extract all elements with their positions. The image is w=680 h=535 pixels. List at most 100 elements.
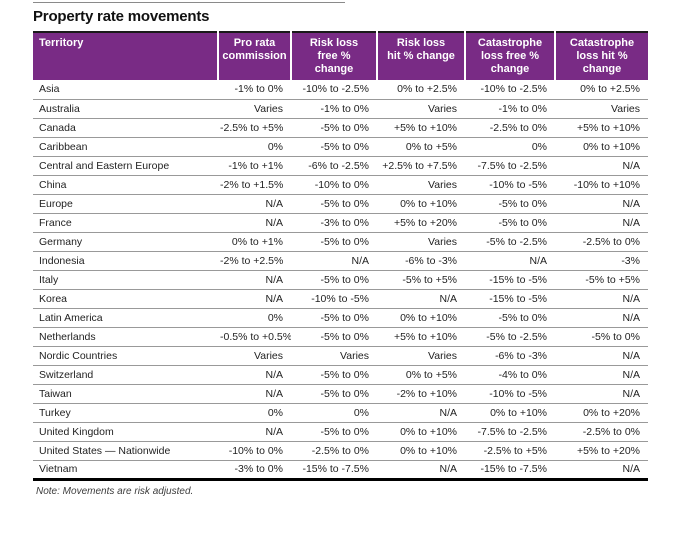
value-cell: -5% to -2.5% [465, 327, 555, 347]
value-cell: 0% to +10% [377, 441, 465, 461]
value-cell: N/A [555, 156, 648, 176]
value-cell: -5% to 0% [291, 422, 377, 442]
value-cell: N/A [218, 422, 291, 442]
table-row-turkey: Turkey 0% 0% N/A 0% to +10% 0% to +20% [33, 403, 648, 423]
value-cell: -2% to +10% [377, 384, 465, 404]
value-cell: -5% to 0% [291, 270, 377, 290]
value-cell: -7.5% to -2.5% [465, 422, 555, 442]
value-cell: N/A [465, 251, 555, 271]
value-cell: 0% [218, 403, 291, 423]
territory-cell: Caribbean [33, 137, 218, 157]
territory-cell: Indonesia [33, 251, 218, 271]
value-cell: +2.5% to +7.5% [377, 156, 465, 176]
report-page: Property rate movements Territory Pro rat… [33, 2, 648, 497]
value-cell: -5% to 0% [291, 384, 377, 404]
value-cell: 0% to +20% [555, 403, 648, 423]
value-cell: -5% to 0% [291, 194, 377, 214]
value-cell: -15% to -5% [465, 289, 555, 309]
value-cell: -10% to 0% [291, 175, 377, 195]
value-cell: -15% to -7.5% [291, 460, 377, 481]
table-row-united-kingdom: United Kingdom N/A -5% to 0% 0% to +10% -7.5… [33, 422, 648, 442]
table-row-canada: Canada -2.5% to +5% -5% to 0% +5% to +10% -2… [33, 118, 648, 138]
value-cell: Varies [377, 232, 465, 252]
value-cell: 0% [291, 403, 377, 423]
value-cell: -5% to 0% [465, 213, 555, 233]
value-cell: -5% to 0% [291, 137, 377, 157]
value-cell: -15% to -7.5% [465, 460, 555, 481]
value-cell: -1% to 0% [218, 80, 291, 100]
value-cell: -3% to 0% [218, 460, 291, 481]
value-cell: 0% to +10% [377, 308, 465, 328]
value-cell: -5% to 0% [291, 118, 377, 138]
territory-cell: Latin America [33, 308, 218, 328]
column-header-risk-loss-hit-change: Risk loss hit % change [376, 32, 465, 80]
value-cell: -5% to -2.5% [465, 232, 555, 252]
value-cell: -10% to -5% [465, 384, 555, 404]
table-row-australia: Australia Varies -1% to 0% Varies -1% to 0% V… [33, 99, 648, 119]
value-cell: -10% to -5% [465, 175, 555, 195]
value-cell: -4% to 0% [465, 365, 555, 385]
value-cell: -5% to +5% [555, 270, 648, 290]
value-cell: Varies [377, 346, 465, 366]
property-rate-table: Territory Pro rata commission Risk loss free… [33, 31, 648, 481]
value-cell: Varies [291, 346, 377, 366]
value-cell: 0% to +5% [377, 365, 465, 385]
column-header-pro-rata-commission: Pro rata commission [217, 32, 291, 80]
territory-cell: United States — Nationwide [33, 441, 218, 461]
value-cell: N/A [218, 194, 291, 214]
territory-cell: Central and Eastern Europe [33, 156, 218, 176]
footnote: Note: Movements are risk adjusted. [36, 485, 194, 497]
value-cell: N/A [218, 213, 291, 233]
value-cell: -5% to 0% [465, 308, 555, 328]
value-cell: -5% to +5% [377, 270, 465, 290]
table-row-united-states-nationwide: United States — Nationwide -10% to 0% -2.5… [33, 441, 648, 461]
table-row-china: China -2% to +1.5% -10% to 0% Varies -10% to… [33, 175, 648, 195]
territory-cell: France [33, 213, 218, 233]
table-row-korea: Korea N/A -10% to -5% N/A -15% to -5% N/A [33, 289, 648, 309]
value-cell: 0% to +2.5% [555, 80, 648, 100]
value-cell: -2.5% to +5% [465, 441, 555, 461]
value-cell: -3% to 0% [291, 213, 377, 233]
value-cell: 0% to +2.5% [377, 80, 465, 100]
column-header-risk-loss-free-change: Risk loss free % change [290, 32, 377, 80]
value-cell: N/A [377, 289, 465, 309]
value-cell: 0% [218, 137, 291, 157]
value-cell: -10% to -5% [291, 289, 377, 309]
value-cell: -1% to +1% [218, 156, 291, 176]
page-title: Property rate movements [33, 8, 210, 25]
value-cell: Varies [218, 99, 291, 119]
value-cell: -5% to 0% [291, 327, 377, 347]
value-cell: N/A [218, 270, 291, 290]
territory-cell: Europe [33, 194, 218, 214]
table-row-netherlands: Netherlands -0.5% to +0.5% -5% to 0% +5% to… [33, 327, 648, 347]
value-cell: +5% to +20% [555, 441, 648, 461]
value-cell: N/A [218, 384, 291, 404]
value-cell: -2% to +1.5% [218, 175, 291, 195]
value-cell: N/A [377, 460, 465, 481]
value-cell: N/A [555, 365, 648, 385]
territory-cell: Korea [33, 289, 218, 309]
value-cell: +5% to +20% [377, 213, 465, 233]
value-cell: -0.5% to +0.5% [218, 327, 291, 347]
value-cell: 0% [218, 308, 291, 328]
table-row-asia: Asia -1% to 0% -10% to -2.5% 0% to +2.5% -10… [33, 80, 648, 100]
value-cell: -15% to -5% [465, 270, 555, 290]
value-cell: -6% to -2.5% [291, 156, 377, 176]
territory-cell: Switzerland [33, 365, 218, 385]
value-cell: -10% to -2.5% [465, 80, 555, 100]
value-cell: +5% to +10% [377, 327, 465, 347]
table-row-vietnam: Vietnam -3% to 0% -15% to -7.5% N/A -15% to … [33, 460, 648, 481]
value-cell: -5% to 0% [465, 194, 555, 214]
value-cell: -5% to 0% [291, 365, 377, 385]
value-cell: N/A [291, 251, 377, 271]
value-cell: N/A [555, 460, 648, 481]
value-cell: 0% [465, 137, 555, 157]
value-cell: 0% to +10% [377, 422, 465, 442]
value-cell: -1% to 0% [465, 99, 555, 119]
top-rule [33, 2, 345, 3]
table-row-nordic-countries: Nordic Countries Varies Varies Varies -6% to… [33, 346, 648, 366]
value-cell: N/A [555, 346, 648, 366]
value-cell: 0% to +10% [555, 137, 648, 157]
value-cell: N/A [555, 213, 648, 233]
territory-cell: Germany [33, 232, 218, 252]
